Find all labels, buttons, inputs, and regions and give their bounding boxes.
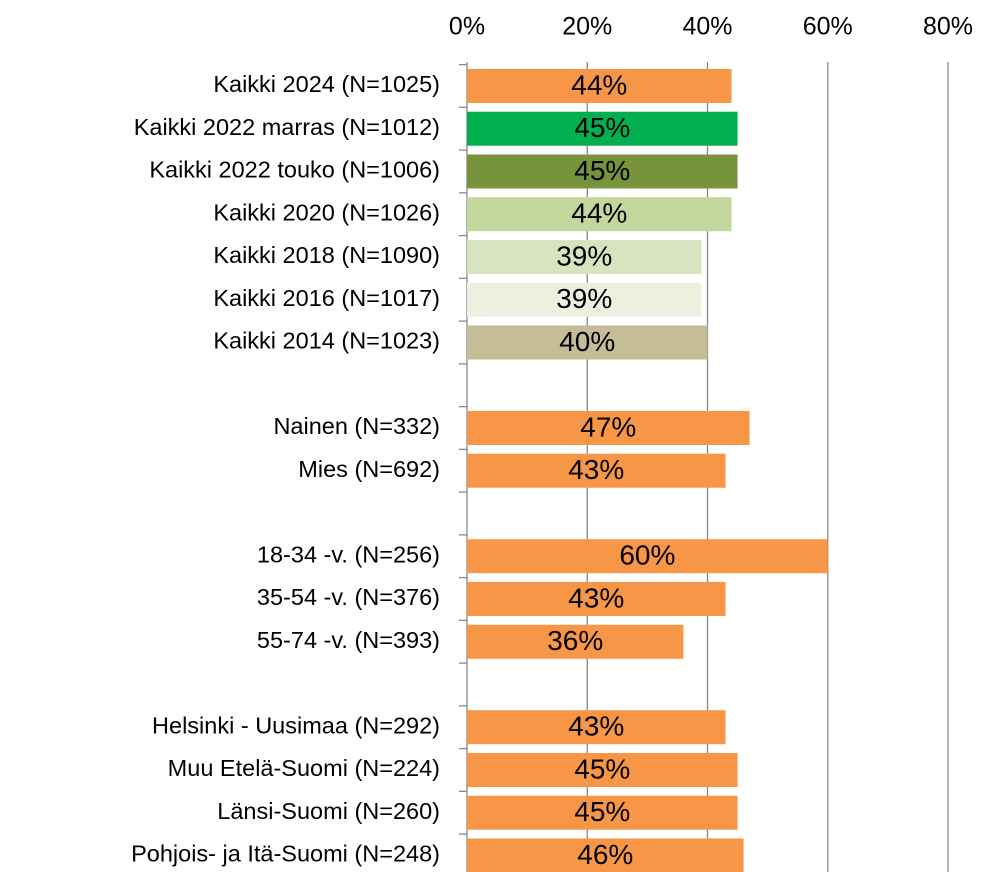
y-tick-label: Kaikki 2018 (N=1090) bbox=[213, 242, 440, 268]
bar bbox=[467, 239, 702, 274]
data-label: 47% bbox=[580, 411, 636, 442]
bar bbox=[467, 325, 708, 360]
x-tick-label: 60% bbox=[803, 13, 853, 41]
bar bbox=[467, 795, 738, 830]
y-tick-label: Länsi-Suomi (N=260) bbox=[217, 798, 440, 824]
x-tick-label: 80% bbox=[923, 13, 973, 41]
y-tick-label: Kaikki 2022 marras (N=1012) bbox=[134, 114, 440, 140]
y-tick-label: Kaikki 2024 (N=1025) bbox=[213, 71, 440, 97]
data-label: 40% bbox=[559, 326, 615, 357]
bar bbox=[467, 453, 726, 488]
data-label: 39% bbox=[556, 240, 612, 271]
data-label: 60% bbox=[619, 540, 675, 571]
y-tick-label: 18-34 -v. (N=256) bbox=[257, 541, 440, 567]
bar bbox=[467, 197, 732, 232]
data-label: 45% bbox=[574, 753, 630, 784]
bar bbox=[467, 710, 726, 745]
x-tick-label: 0% bbox=[449, 13, 485, 41]
data-label: 36% bbox=[547, 625, 603, 656]
x-tick-label: 20% bbox=[562, 13, 612, 41]
y-tick-label: Kaikki 2022 touko (N=1006) bbox=[149, 157, 440, 183]
data-label: 44% bbox=[571, 198, 627, 229]
y-tick-label: 35-54 -v. (N=376) bbox=[257, 584, 440, 610]
data-label: 43% bbox=[568, 454, 624, 485]
x-tick-label: 40% bbox=[682, 13, 732, 41]
y-tick-label: Kaikki 2014 (N=1023) bbox=[213, 328, 440, 354]
y-tick-label: Pohjois- ja Itä-Suomi (N=248) bbox=[131, 841, 440, 867]
y-tick-label: Mies (N=692) bbox=[298, 456, 440, 482]
bar bbox=[467, 752, 738, 787]
y-tick-label: Muu Etelä-Suomi (N=224) bbox=[168, 755, 440, 781]
data-label: 43% bbox=[568, 711, 624, 742]
bar bbox=[467, 410, 750, 445]
bar bbox=[467, 581, 726, 616]
data-label: 45% bbox=[574, 796, 630, 827]
y-tick-label: Kaikki 2016 (N=1017) bbox=[213, 285, 440, 311]
bar bbox=[467, 624, 684, 659]
data-label: 45% bbox=[574, 155, 630, 186]
bar bbox=[467, 539, 828, 574]
bar bbox=[467, 282, 702, 317]
y-tick-label: Kaikki 2020 (N=1026) bbox=[213, 199, 440, 225]
y-tick-label: Nainen (N=332) bbox=[273, 413, 440, 439]
bar bbox=[467, 68, 732, 103]
y-tick-label: Helsinki - Uusimaa (N=292) bbox=[152, 712, 440, 738]
bar bbox=[467, 111, 738, 146]
data-label: 39% bbox=[556, 283, 612, 314]
data-label: 46% bbox=[577, 839, 633, 870]
data-label: 43% bbox=[568, 582, 624, 613]
data-label: 44% bbox=[571, 69, 627, 100]
y-tick-label: 55-74 -v. (N=393) bbox=[257, 627, 440, 653]
bar bbox=[467, 838, 744, 872]
bar bbox=[467, 154, 738, 189]
data-label: 45% bbox=[574, 112, 630, 143]
